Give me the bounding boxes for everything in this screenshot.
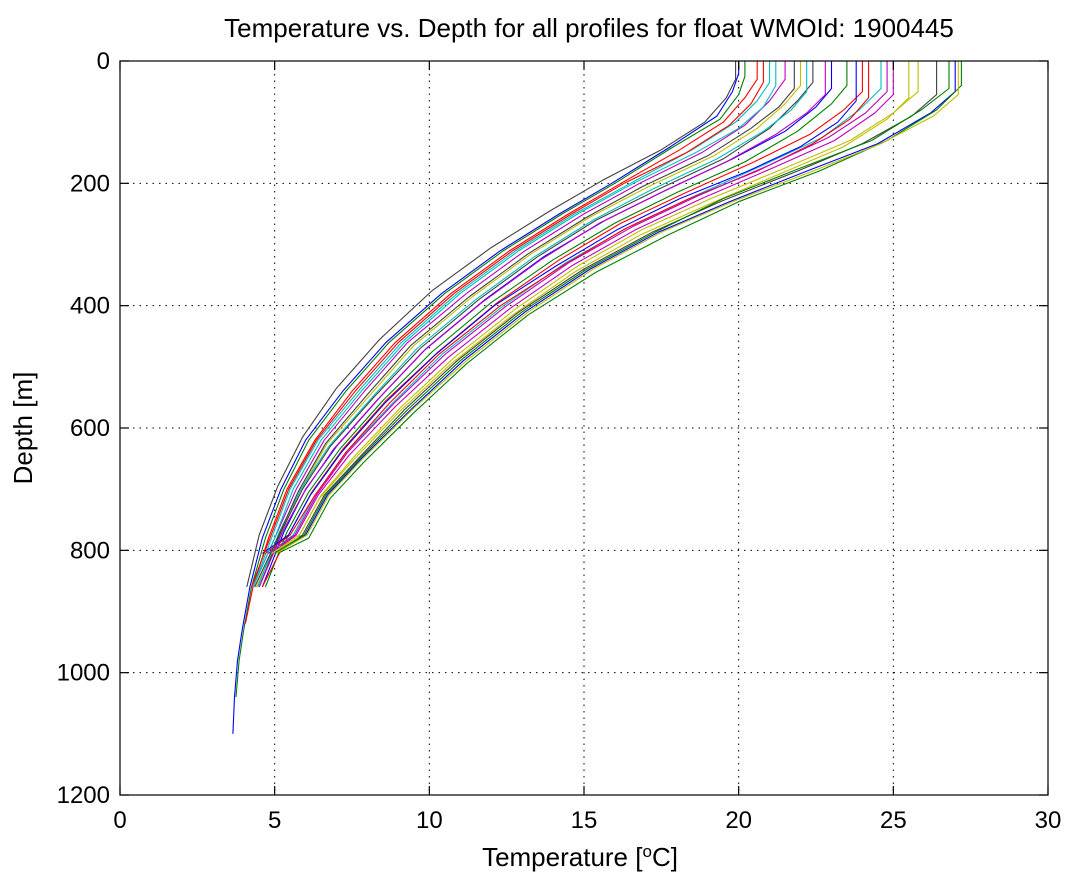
y-tick-label: 1200 xyxy=(57,782,110,809)
profile-line xyxy=(271,61,910,554)
x-axis-label-degree: o xyxy=(642,842,651,861)
y-tick-label: 400 xyxy=(70,293,110,320)
profile-line xyxy=(244,61,758,624)
profile-line xyxy=(268,61,888,554)
profile-line xyxy=(271,61,919,554)
x-axis-label-unit: C] xyxy=(652,842,678,872)
profile-line xyxy=(274,61,956,554)
chart-title: Temperature vs. Depth for all profiles f… xyxy=(224,13,954,43)
profile-line xyxy=(264,61,848,588)
grid xyxy=(120,61,1048,795)
x-tick-label: 15 xyxy=(571,807,598,834)
profiles xyxy=(232,61,962,734)
profile-line xyxy=(258,61,826,588)
plot-area xyxy=(120,61,1048,795)
profile-line xyxy=(250,61,764,588)
x-tick-label: 20 xyxy=(725,807,752,834)
profile-line xyxy=(258,61,814,588)
profile-line xyxy=(232,61,740,734)
tick-labels: 0 5 10 15 20 25 30 0 200 400 600 800 1000 1200 xyxy=(57,48,1062,834)
profile-line xyxy=(277,61,962,554)
profile-line xyxy=(255,61,802,588)
profile-line xyxy=(274,61,938,554)
profile-line xyxy=(257,61,808,588)
x-tick-label: 5 xyxy=(268,807,281,834)
profile-line xyxy=(271,61,894,554)
x-tick-label: 0 xyxy=(113,807,126,834)
x-tick-label: 30 xyxy=(1035,807,1062,834)
y-axis-label: Depth [m] xyxy=(8,372,38,485)
x-axis-label: Temperature [oC] xyxy=(482,842,678,873)
profile-line xyxy=(275,61,959,554)
ticks xyxy=(119,60,1049,796)
profile-line xyxy=(261,61,857,554)
profile-line xyxy=(252,61,777,588)
y-tick-label: 1000 xyxy=(57,660,110,687)
profile-line xyxy=(246,61,737,588)
y-tick-label: 800 xyxy=(70,537,110,564)
y-tick-label: 200 xyxy=(70,170,110,197)
profile-line xyxy=(235,61,746,698)
y-tick-label: 600 xyxy=(70,415,110,442)
profile-line xyxy=(252,61,771,588)
x-tick-label: 25 xyxy=(880,807,907,834)
profile-line xyxy=(265,61,870,554)
x-tick-label: 10 xyxy=(416,807,443,834)
profile-line xyxy=(274,61,950,554)
y-tick-label: 0 xyxy=(97,48,110,75)
x-axis-label-text: Temperature [ xyxy=(482,842,643,872)
profile-line xyxy=(254,61,795,588)
